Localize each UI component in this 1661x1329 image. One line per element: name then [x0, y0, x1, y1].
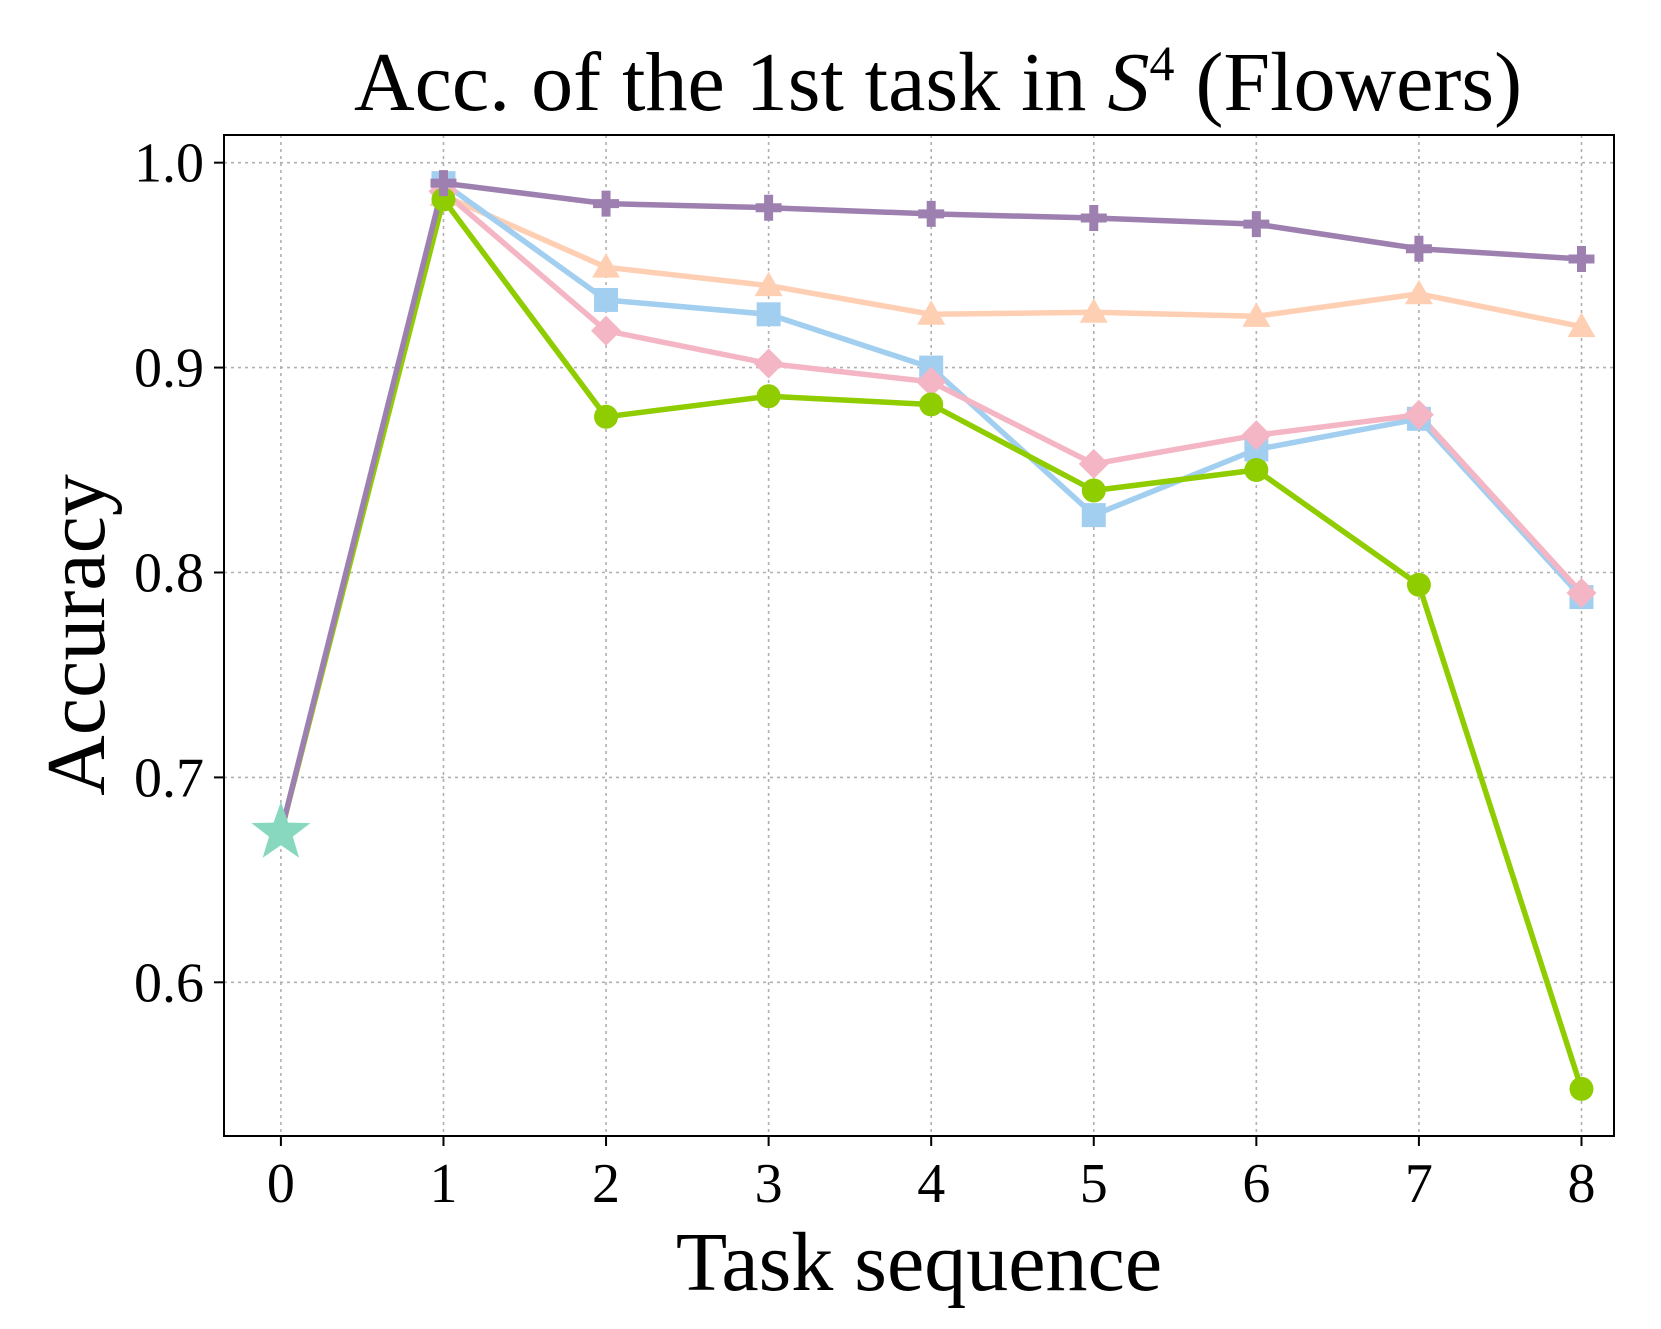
series-3-circle-marker-7: [1406, 572, 1431, 597]
chart-title-symbol: S: [1107, 36, 1149, 129]
series-1-square-marker-5: [1081, 503, 1106, 528]
start-point-star-marker: [251, 801, 311, 858]
y-tick-label: 0.8: [134, 542, 204, 604]
series-4-plus-marker-7: [1405, 235, 1432, 262]
series-1-square-marker-3: [756, 302, 781, 327]
series-4-plus-marker-5: [1080, 204, 1107, 231]
series-0-triangle-marker-5: [1079, 298, 1108, 323]
y-tick-label: 0.9: [134, 338, 204, 400]
series-2-diamond-marker-5: [1078, 448, 1109, 479]
series-4-plus-marker-6: [1243, 211, 1270, 238]
series-3-circle-marker-8: [1569, 1076, 1594, 1101]
series-3-circle-marker-4: [919, 392, 944, 417]
x-axis: 0 1 2 3 4 5 6 7 8: [267, 1136, 1595, 1215]
plot-frame: [223, 134, 1615, 1137]
series-2-diamond-marker-2: [591, 315, 622, 346]
series-0-triangle-marker-6: [1242, 302, 1271, 327]
series-2-diamond-marker-6: [1241, 420, 1272, 451]
chart-title-suffix: (Flowers): [1174, 36, 1522, 129]
x-tick-label: 8: [1567, 1153, 1595, 1215]
series-2-diamond-marker-7: [1403, 399, 1434, 430]
series-2-diamond-marker-3: [753, 348, 784, 379]
series-4-plus-marker-3: [755, 194, 782, 221]
series-2-diamond-marker-4: [916, 366, 947, 397]
x-tick-label: 0: [267, 1153, 295, 1215]
series-4-plus-marker-1: [430, 170, 457, 197]
chart-title-prefix: Acc. of the 1st task in: [354, 36, 1108, 129]
series-3-circle-marker-1: [431, 187, 456, 212]
series-3-circle-marker-5: [1081, 478, 1106, 503]
series-0-triangle-marker-4: [917, 300, 946, 325]
series-0-triangle-marker-3: [754, 271, 783, 297]
series-2-diamond-marker-8: [1566, 577, 1597, 608]
y-axis: 0.6 0.7 0.8 0.9 1.0: [134, 133, 224, 1014]
series-4-plus-marker-4: [918, 200, 945, 227]
series-4-plus-marker-8: [1568, 245, 1595, 272]
x-tick-label: 2: [592, 1153, 620, 1215]
y-tick-label: 1.0: [134, 133, 204, 195]
series-4-plus-marker-2: [593, 190, 620, 217]
series-0-triangle-marker-7: [1404, 279, 1433, 305]
chart-title: Acc. of the 1st task in S4 (Flowers): [354, 35, 1522, 129]
y-tick-label: 0.7: [134, 747, 204, 809]
grid: [224, 135, 1614, 1136]
x-tick-label: 1: [429, 1153, 457, 1215]
series-2-line: [278, 188, 1585, 836]
series-3-circle-marker-6: [1244, 458, 1269, 483]
chart-title-superscript: 4: [1149, 35, 1174, 91]
series-0-triangle-marker-8: [1567, 312, 1596, 338]
x-tick-label: 7: [1405, 1153, 1433, 1215]
x-tick-label: 5: [1080, 1153, 1108, 1215]
x-tick-label: 3: [755, 1153, 783, 1215]
series-0-triangle-marker-2: [592, 253, 621, 278]
series-3-circle-marker-2: [594, 404, 619, 429]
x-tick-label: 6: [1242, 1153, 1270, 1215]
series-1-square-marker-2: [594, 287, 619, 312]
x-tick-label: 4: [917, 1153, 945, 1215]
x-axis-label: Task sequence: [676, 1216, 1162, 1309]
y-tick-label: 0.6: [134, 952, 204, 1014]
series-3-circle-marker-3: [756, 384, 781, 409]
markers-layer: [251, 170, 1597, 1101]
y-axis-label: Accuracy: [30, 474, 123, 796]
